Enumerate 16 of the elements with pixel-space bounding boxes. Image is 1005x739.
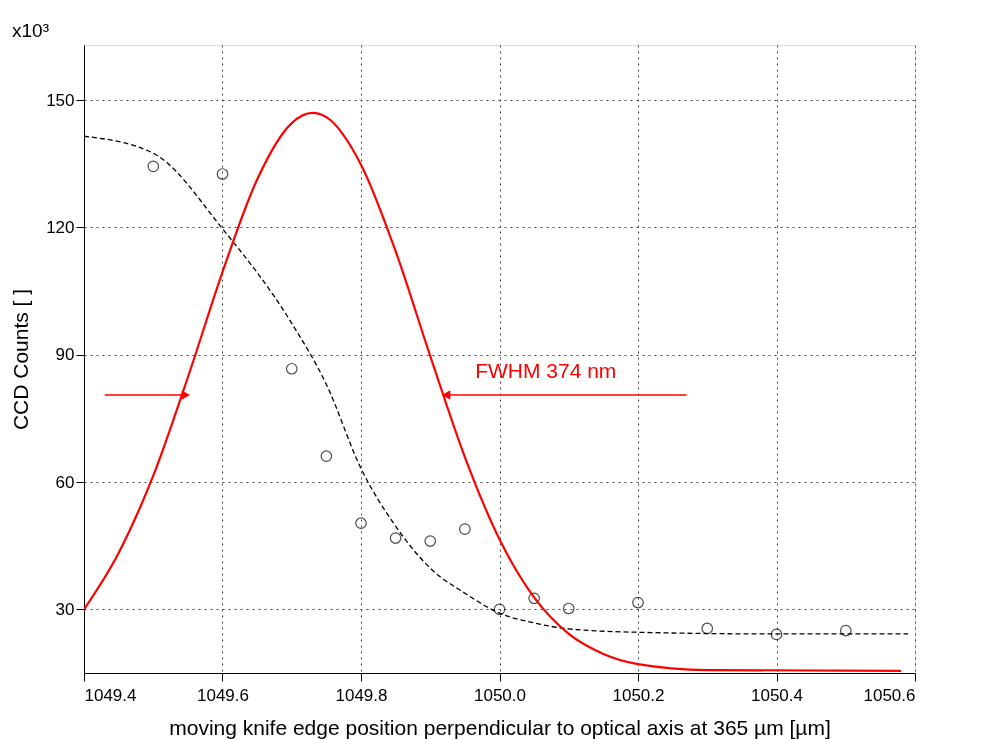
y-tick-label: 30 xyxy=(55,599,75,619)
x-tick-label: 1049.8 xyxy=(335,685,388,705)
y-tick-label: 120 xyxy=(46,217,75,237)
x-tick-label: 1050.2 xyxy=(612,685,665,705)
annotation: FWHM 374 nm xyxy=(475,358,617,382)
x-tick-label: 1049.6 xyxy=(197,685,249,705)
y-tick-label: 90 xyxy=(55,345,75,365)
y-axis-title: CCD Counts [ ] xyxy=(9,288,33,431)
text: x10³ xyxy=(12,20,49,41)
x-tick-label: 1050.0 xyxy=(474,685,526,705)
x-tick-label: 1050.4 xyxy=(751,685,803,705)
x-tick-label: 1050.6 xyxy=(863,685,916,705)
y-tick-label: 60 xyxy=(55,472,75,492)
y-tick-label: 150 xyxy=(46,90,75,110)
x-axis-title: moving knife edge position perpendicular to optical axis at 365 µm [µm] xyxy=(169,715,831,739)
x-tick-label: 1049.4 xyxy=(84,685,137,705)
